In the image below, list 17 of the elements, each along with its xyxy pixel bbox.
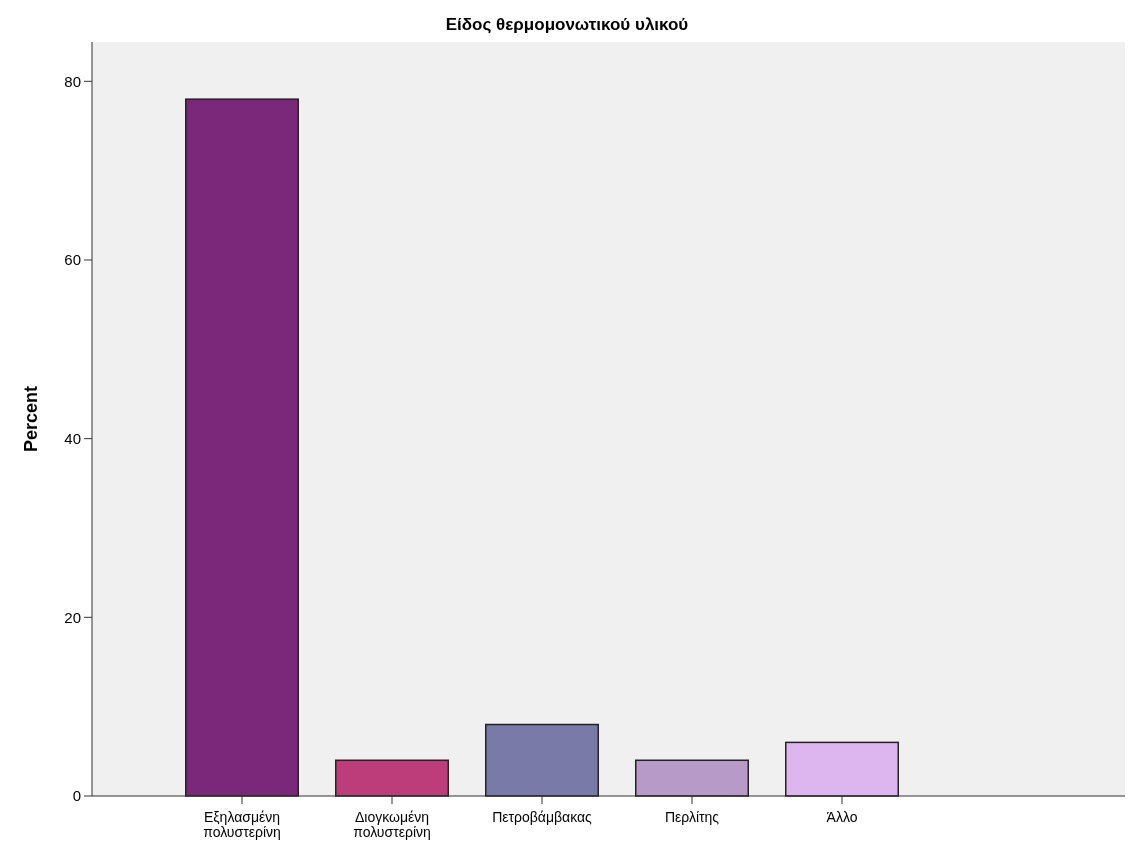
x-tick-label: Άλλο [826, 809, 858, 825]
bar [635, 759, 749, 797]
bar [485, 723, 599, 797]
y-axis-title: Percent [21, 385, 41, 453]
y-tick-label: 20 [64, 608, 81, 626]
bar [185, 98, 299, 797]
x-tick-label: Περλίτης [664, 809, 720, 825]
bar [335, 759, 449, 797]
chart-title: Είδος θερμομονωτικού υλικού [445, 15, 689, 34]
x-tick-label: Πετροβάμβακας [492, 809, 593, 825]
x-tick-label: Εξηλασμένη πολυστερίνη [203, 809, 281, 840]
bar [785, 741, 899, 797]
y-tick-label: 0 [72, 787, 81, 805]
x-tick-label: Διογκωμένη πολυστερίνη [353, 809, 431, 840]
y-tick-label: 60 [64, 251, 81, 269]
y-tick-label: 40 [64, 429, 81, 447]
y-tick-label: 80 [64, 72, 81, 90]
